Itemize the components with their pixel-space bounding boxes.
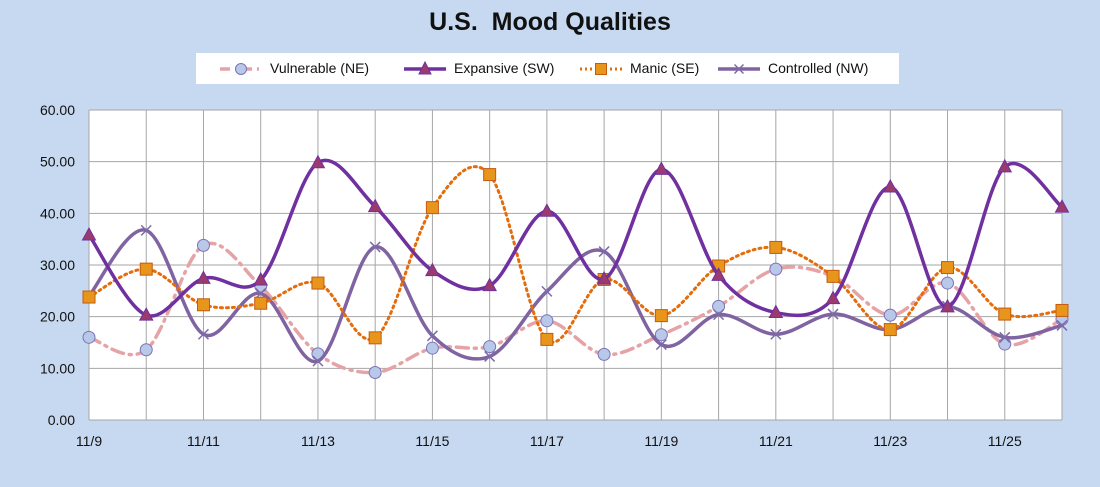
legend-item-manic: Manic (SE) bbox=[576, 53, 716, 84]
legend-swatch-manic bbox=[580, 63, 622, 75]
data-point bbox=[769, 262, 783, 276]
y-tick-label: 60.00 bbox=[40, 102, 75, 118]
data-point bbox=[998, 307, 1012, 321]
data-point bbox=[138, 307, 154, 321]
x-tick-label: 11/13 bbox=[301, 433, 335, 449]
data-point bbox=[425, 341, 439, 355]
data-point bbox=[941, 276, 955, 290]
legend-swatch-vulnerable bbox=[220, 63, 262, 75]
data-point bbox=[827, 308, 839, 320]
legend-swatch-expansive bbox=[404, 60, 446, 75]
data-point bbox=[369, 241, 381, 253]
legend-label-manic: Manic (SE) bbox=[630, 60, 700, 76]
data-point bbox=[367, 198, 383, 213]
data-point bbox=[655, 339, 667, 351]
y-tick-label: 40.00 bbox=[40, 205, 75, 221]
data-point bbox=[539, 203, 555, 217]
data-point bbox=[997, 158, 1013, 173]
data-point bbox=[540, 332, 554, 346]
data-point bbox=[598, 246, 610, 258]
data-point bbox=[82, 290, 96, 304]
data-point bbox=[999, 331, 1011, 343]
series-line bbox=[87, 241, 1064, 375]
data-point bbox=[825, 290, 841, 305]
data-point bbox=[82, 330, 96, 344]
x-tick-label: 11/19 bbox=[644, 433, 678, 449]
data-point bbox=[713, 309, 725, 321]
legend-swatch-controlled bbox=[718, 63, 760, 75]
series-line bbox=[87, 165, 1064, 344]
data-point bbox=[311, 276, 325, 290]
legend: Vulnerable (NE) Expansive (SW) Manic (SE… bbox=[196, 53, 899, 84]
data-point bbox=[484, 350, 496, 362]
data-point bbox=[254, 296, 268, 310]
data-point bbox=[483, 168, 497, 182]
data-point bbox=[196, 238, 210, 252]
x-tick-label: 11/25 bbox=[988, 433, 1022, 449]
data-point bbox=[597, 347, 611, 361]
data-point bbox=[712, 299, 726, 313]
data-point bbox=[139, 262, 153, 276]
y-tick-label: 50.00 bbox=[40, 154, 75, 170]
y-tick-label: 0.00 bbox=[48, 412, 75, 428]
data-point bbox=[312, 355, 324, 367]
data-point bbox=[883, 308, 897, 322]
legend-label-controlled: Controlled (NW) bbox=[768, 60, 869, 76]
series-line bbox=[87, 158, 1064, 318]
y-tick-label: 20.00 bbox=[40, 309, 75, 325]
x-tick-label: 11/11 bbox=[187, 433, 220, 449]
data-point bbox=[140, 224, 152, 236]
legend-item-controlled: Controlled (NW) bbox=[714, 53, 884, 84]
data-point bbox=[541, 285, 553, 297]
data-point bbox=[196, 298, 210, 312]
data-point bbox=[826, 269, 840, 283]
chart-title: U.S. Mood Qualities bbox=[429, 8, 671, 36]
data-point bbox=[654, 161, 669, 175]
data-point bbox=[883, 323, 897, 337]
data-point bbox=[310, 154, 326, 169]
data-point bbox=[425, 262, 440, 277]
legend-label-vulnerable: Vulnerable (NE) bbox=[270, 60, 370, 76]
legend-label-expansive: Expansive (SW) bbox=[454, 60, 555, 76]
data-point bbox=[368, 365, 382, 379]
data-point bbox=[482, 277, 497, 292]
data-point bbox=[196, 270, 211, 284]
data-point bbox=[769, 240, 783, 254]
data-point bbox=[1055, 303, 1069, 317]
series-manic bbox=[82, 165, 1069, 346]
data-point bbox=[596, 270, 612, 285]
data-point bbox=[483, 340, 497, 354]
data-point bbox=[1054, 199, 1070, 213]
data-point bbox=[540, 314, 554, 328]
y-tick-label: 10.00 bbox=[40, 360, 75, 376]
x-tick-label: 11/21 bbox=[759, 433, 793, 449]
data-point bbox=[654, 309, 668, 323]
data-point bbox=[768, 304, 784, 319]
x-tick-label: 11/17 bbox=[530, 433, 564, 449]
data-point bbox=[941, 261, 955, 275]
legend-item-expansive: Expansive (SW) bbox=[400, 53, 560, 84]
data-point bbox=[197, 328, 210, 340]
x-tick-label: 11/9 bbox=[76, 433, 102, 449]
y-tick-label: 30.00 bbox=[40, 257, 75, 273]
data-point bbox=[882, 178, 898, 193]
x-tick-label: 11/23 bbox=[873, 433, 907, 449]
data-point bbox=[770, 328, 782, 340]
data-point bbox=[711, 267, 726, 281]
series-expansive bbox=[81, 154, 1070, 321]
data-point bbox=[998, 337, 1012, 351]
data-point bbox=[1056, 319, 1068, 331]
data-point bbox=[426, 330, 438, 342]
data-point bbox=[940, 298, 955, 313]
data-point bbox=[139, 343, 153, 357]
data-point bbox=[81, 226, 97, 241]
data-point bbox=[368, 331, 382, 345]
data-point bbox=[425, 201, 439, 215]
legend-item-vulnerable: Vulnerable (NE) bbox=[216, 53, 376, 84]
x-tick-label: 11/15 bbox=[415, 433, 449, 449]
data-point bbox=[253, 271, 269, 286]
data-point bbox=[654, 328, 668, 342]
